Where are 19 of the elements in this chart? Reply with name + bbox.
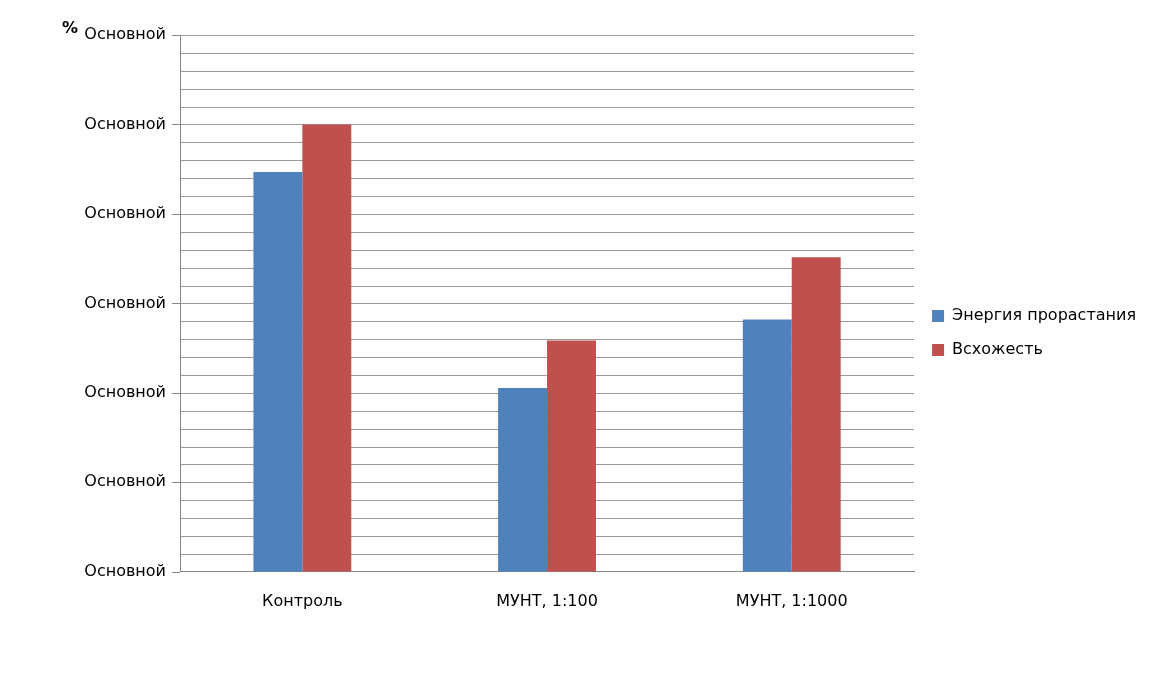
legend-label: Всхожесть: [952, 339, 1043, 359]
x-tick-label: МУНТ, 1:100: [496, 590, 598, 610]
text: Основной: [84, 471, 166, 491]
bar: [302, 124, 352, 572]
text: Основной: [84, 382, 166, 402]
bar: [742, 319, 792, 572]
bar: [547, 340, 596, 572]
bar: [498, 387, 548, 572]
text: Основной: [84, 560, 166, 580]
legend-label: Энергия прорастания: [952, 305, 1136, 325]
text: Основной: [84, 113, 166, 133]
text: %: [62, 18, 79, 38]
x-tick-label: МУНТ, 1:1000: [735, 590, 848, 610]
bar: [253, 171, 303, 572]
text: Основной: [84, 203, 166, 223]
text: Основной: [84, 292, 166, 312]
bar: [791, 257, 841, 572]
text: Основной: [84, 24, 166, 44]
x-tick-label: Контроль: [262, 590, 343, 610]
